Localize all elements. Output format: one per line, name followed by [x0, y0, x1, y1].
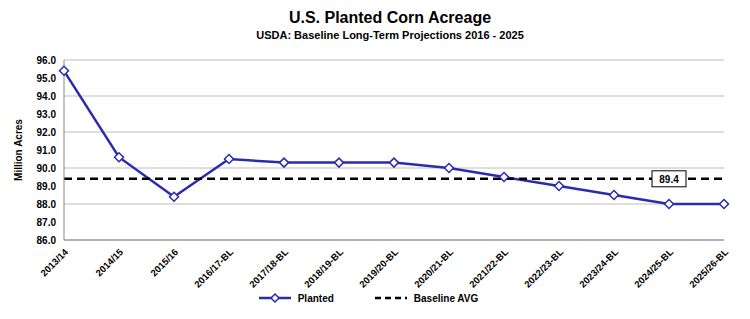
- svg-text:89.4: 89.4: [659, 174, 679, 185]
- svg-text:2018/19-BL: 2018/19-BL: [302, 246, 345, 289]
- svg-text:96.0: 96.0: [37, 55, 57, 66]
- svg-text:95.0: 95.0: [37, 73, 57, 84]
- svg-text:2015/16: 2015/16: [148, 246, 180, 278]
- svg-text:2017/18-BL: 2017/18-BL: [247, 246, 290, 289]
- svg-text:92.0: 92.0: [37, 127, 57, 138]
- svg-text:2020/21-BL: 2020/21-BL: [412, 246, 455, 289]
- svg-text:Million Acres: Million Acres: [13, 119, 24, 181]
- svg-text:2019/20-BL: 2019/20-BL: [357, 246, 400, 289]
- svg-text:94.0: 94.0: [37, 91, 57, 102]
- html-text:Baseline AVG: Baseline AVG: [413, 292, 479, 304]
- svg-text:88.0: 88.0: [37, 199, 57, 210]
- svg-text:2016/17-BL: 2016/17-BL: [192, 246, 235, 289]
- svg-text:2021/22-BL: 2021/22-BL: [467, 246, 510, 289]
- svg-text:91.0: 91.0: [37, 145, 57, 156]
- svg-text:90.0: 90.0: [37, 163, 57, 174]
- svg-text:87.0: 87.0: [37, 217, 57, 228]
- svg-text:2025/26-BL: 2025/26-BL: [687, 246, 730, 289]
- svg-text:2024/25-BL: 2024/25-BL: [632, 246, 675, 289]
- svg-text:89.0: 89.0: [37, 181, 57, 192]
- svg-text:86.0: 86.0: [37, 235, 57, 246]
- svg-text:93.0: 93.0: [37, 109, 57, 120]
- html-text:USDA: Baseline Long-Term Proje: USDA: Baseline Long-Term Projections 201…: [256, 29, 524, 41]
- svg-text:2013/14: 2013/14: [38, 246, 71, 279]
- svg-text:2023/24-BL: 2023/24-BL: [577, 246, 620, 289]
- svg-text:2014/15: 2014/15: [93, 246, 126, 279]
- html-text:Planted: Planted: [297, 292, 334, 304]
- html-text:U.S. Planted Corn Acreage: U.S. Planted Corn Acreage: [288, 9, 492, 26]
- svg-text:2022/23-BL: 2022/23-BL: [522, 246, 565, 289]
